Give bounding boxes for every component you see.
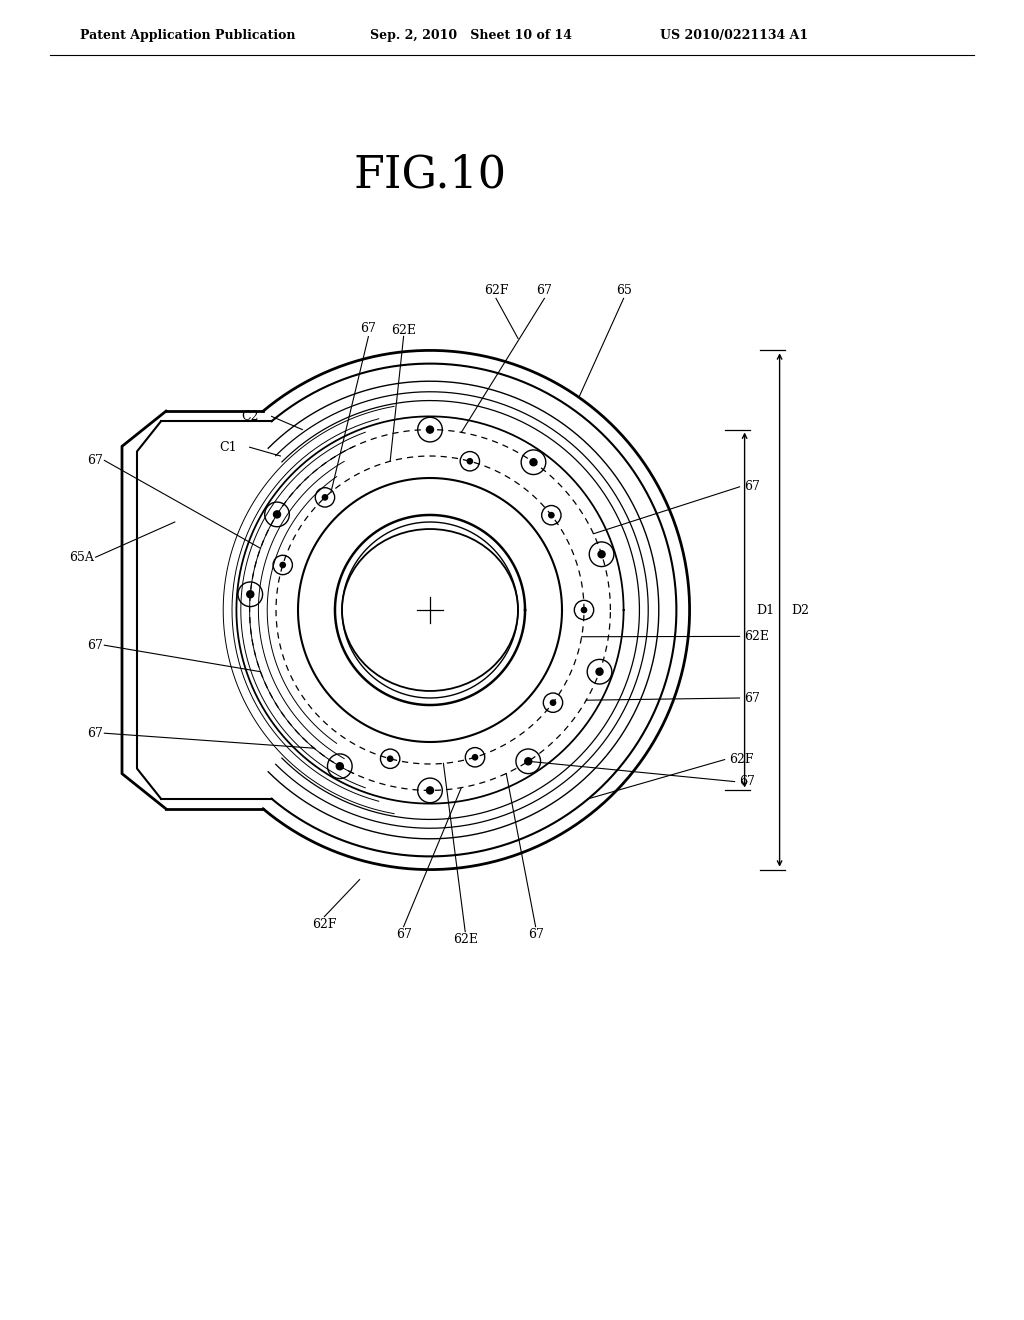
Text: 62F: 62F [312,919,337,931]
Text: Sep. 2, 2010   Sheet 10 of 14: Sep. 2, 2010 Sheet 10 of 14 [370,29,572,41]
Text: D1: D1 [757,603,775,616]
Text: C1: C1 [219,441,237,454]
Circle shape [273,511,281,517]
Text: 67: 67 [739,775,756,788]
Text: 67: 67 [744,480,761,494]
Text: 67: 67 [527,928,544,941]
Circle shape [387,756,393,762]
Circle shape [549,512,554,517]
Text: US 2010/0221134 A1: US 2010/0221134 A1 [660,29,808,41]
Text: 62E: 62E [453,933,478,946]
Circle shape [530,459,537,466]
Text: 65A: 65A [70,550,94,564]
Text: 67: 67 [87,454,102,467]
Text: 62F: 62F [729,754,754,766]
Text: 62F: 62F [483,284,508,297]
Circle shape [524,758,531,764]
Text: C2: C2 [241,411,258,422]
Circle shape [323,495,328,500]
Text: 62E: 62E [744,630,770,643]
Circle shape [336,763,343,770]
Circle shape [426,787,433,793]
Text: 67: 67 [87,727,102,739]
Circle shape [467,458,472,463]
Circle shape [281,562,286,568]
Circle shape [247,591,254,598]
Text: 67: 67 [537,284,552,297]
Text: 67: 67 [360,322,377,335]
Text: 67: 67 [395,928,412,941]
Circle shape [472,755,477,760]
Text: 65: 65 [615,284,632,297]
Circle shape [598,550,605,558]
Text: D2: D2 [792,603,810,616]
Circle shape [550,700,556,705]
Circle shape [426,426,433,433]
Text: 67: 67 [87,639,102,652]
Text: 67: 67 [744,692,761,705]
Circle shape [582,607,587,612]
Text: 62E: 62E [391,323,416,337]
Circle shape [596,668,603,676]
Text: Patent Application Publication: Patent Application Publication [80,29,296,41]
Text: FIG.10: FIG.10 [353,153,507,197]
